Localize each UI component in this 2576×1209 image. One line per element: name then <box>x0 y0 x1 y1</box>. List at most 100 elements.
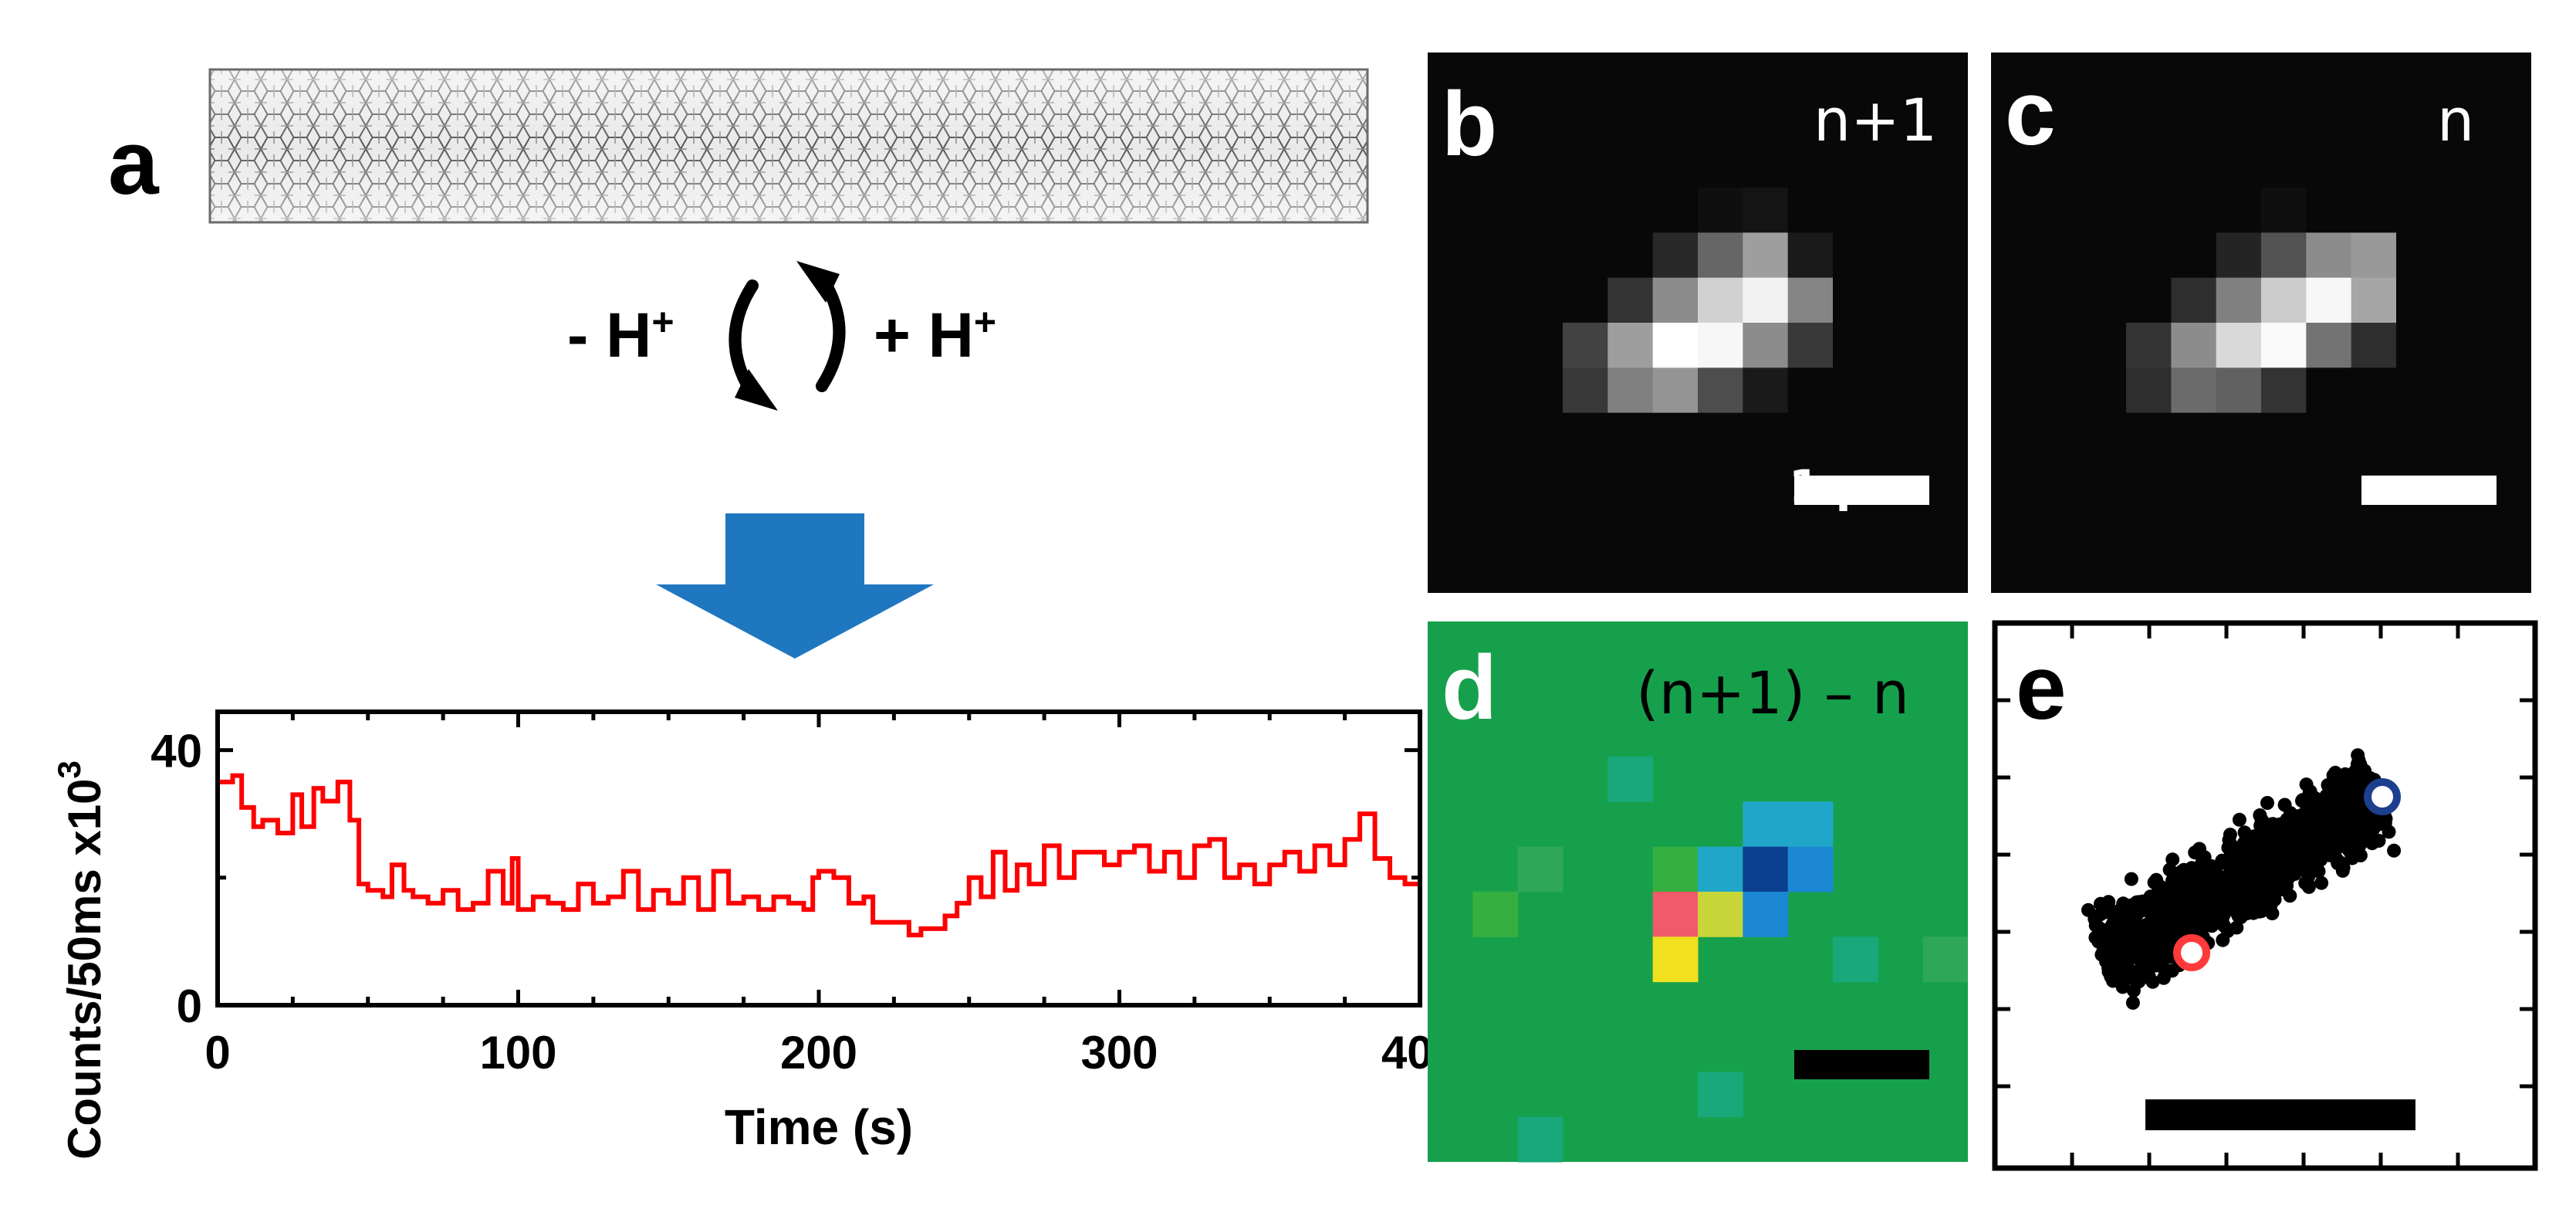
image-pixel <box>1472 323 1519 368</box>
image-pixel <box>2486 52 2531 98</box>
scale-bar <box>1794 476 1929 505</box>
image-pixel <box>2216 412 2262 459</box>
image-pixel <box>1787 142 1834 188</box>
localization-point <box>2287 835 2302 850</box>
image-pixel <box>1833 188 1878 233</box>
y-tick-label: 0 <box>177 980 202 1032</box>
x-axis-label: Time (s) <box>725 1099 913 1155</box>
image-pixel <box>2171 142 2217 188</box>
image-pixel <box>2306 277 2352 323</box>
image-pixel <box>1743 97 1789 144</box>
image-pixel <box>2441 503 2487 549</box>
image-pixel <box>1922 142 1968 188</box>
localization-point <box>2371 834 2386 848</box>
image-pixel <box>1698 97 1743 144</box>
panel-c-image <box>1991 52 2531 593</box>
image-pixel <box>2126 97 2172 144</box>
image-pixel <box>2486 323 2531 368</box>
image-pixel <box>1878 188 1924 233</box>
localization-point <box>2253 808 2267 822</box>
image-pixel <box>1878 503 1924 549</box>
localization-point <box>2208 915 2223 930</box>
localization-point <box>2284 811 2298 826</box>
image-pixel <box>2306 547 2352 593</box>
image-pixel <box>2081 547 2127 593</box>
image-pixel <box>2081 503 2127 549</box>
image-pixel <box>1833 142 1878 188</box>
image-pixel <box>2441 323 2487 368</box>
localization-point <box>2273 819 2288 834</box>
image-pixel <box>2036 277 2082 323</box>
image-pixel <box>2306 188 2352 233</box>
panel-b-label: b <box>1442 73 1498 175</box>
image-pixel <box>2351 277 2397 323</box>
image-pixel <box>1652 367 1699 414</box>
image-pixel <box>2216 277 2262 323</box>
image-pixel <box>1652 412 1699 459</box>
red-position-marker <box>2173 934 2210 971</box>
image-pixel <box>2486 97 2531 144</box>
image-pixel <box>1922 232 1968 279</box>
panel-b-image <box>1428 52 1968 593</box>
image-pixel <box>2306 367 2352 414</box>
image-pixel <box>2081 277 2127 323</box>
localization-point <box>2223 856 2236 871</box>
image-pixel <box>2081 232 2127 279</box>
localization-point <box>2237 825 2252 840</box>
image-pixel <box>1428 412 1473 459</box>
image-pixel <box>2306 52 2352 98</box>
localization-point <box>2339 823 2354 838</box>
image-pixel <box>1787 503 1834 549</box>
plot-frame <box>215 709 1422 1008</box>
image-pixel <box>1743 142 1789 188</box>
image-pixel <box>1652 503 1699 549</box>
image-pixel <box>1787 323 1834 368</box>
localization-point <box>2253 862 2268 877</box>
localization-point <box>2158 962 2172 977</box>
localization-point <box>2165 852 2180 867</box>
image-pixel <box>1563 232 1608 279</box>
panel-c-label: c <box>2005 63 2056 164</box>
image-pixel <box>1517 142 1564 188</box>
image-pixel <box>2171 277 2217 323</box>
localization-point <box>2143 930 2158 945</box>
image-pixel <box>1833 367 1878 414</box>
image-pixel <box>2036 547 2082 593</box>
image-pixel <box>1607 277 1654 323</box>
image-pixel <box>2126 277 2172 323</box>
image-pixel <box>1652 547 1699 593</box>
image-pixel <box>1428 52 1473 98</box>
image-pixel <box>2081 367 2127 414</box>
image-pixel <box>1517 458 1564 503</box>
image-pixel <box>2216 547 2262 593</box>
localization-point <box>2296 821 2311 835</box>
image-pixel <box>1652 277 1699 323</box>
localization-point <box>2099 954 2114 969</box>
y-axis-label: Counts/50ms x103 <box>51 760 110 1160</box>
image-pixel <box>1922 188 1968 233</box>
image-pixel <box>1878 232 1924 279</box>
localization-point <box>2143 889 2158 904</box>
image-pixel <box>1991 547 2037 593</box>
image-pixel <box>2351 142 2397 188</box>
image-pixel <box>1922 936 1968 983</box>
image-pixel <box>2171 367 2217 414</box>
image-pixel <box>2126 412 2172 459</box>
image-pixel <box>1428 97 1473 144</box>
localization-point <box>2285 823 2300 838</box>
localization-point <box>2140 943 2155 958</box>
image-pixel <box>2171 52 2217 98</box>
localization-point <box>2328 765 2343 780</box>
image-pixel <box>1922 367 1968 414</box>
localization-point <box>2164 912 2179 926</box>
image-pixel <box>1472 547 1519 593</box>
localization-point <box>2387 843 2402 858</box>
localization-point <box>2261 889 2276 904</box>
image-pixel <box>2306 323 2352 368</box>
image-pixel <box>2216 458 2262 503</box>
image-pixel <box>1517 323 1564 368</box>
localization-point <box>2220 924 2235 939</box>
image-pixel <box>1833 277 1878 323</box>
image-pixel <box>1428 277 1473 323</box>
image-pixel <box>1922 458 1968 503</box>
